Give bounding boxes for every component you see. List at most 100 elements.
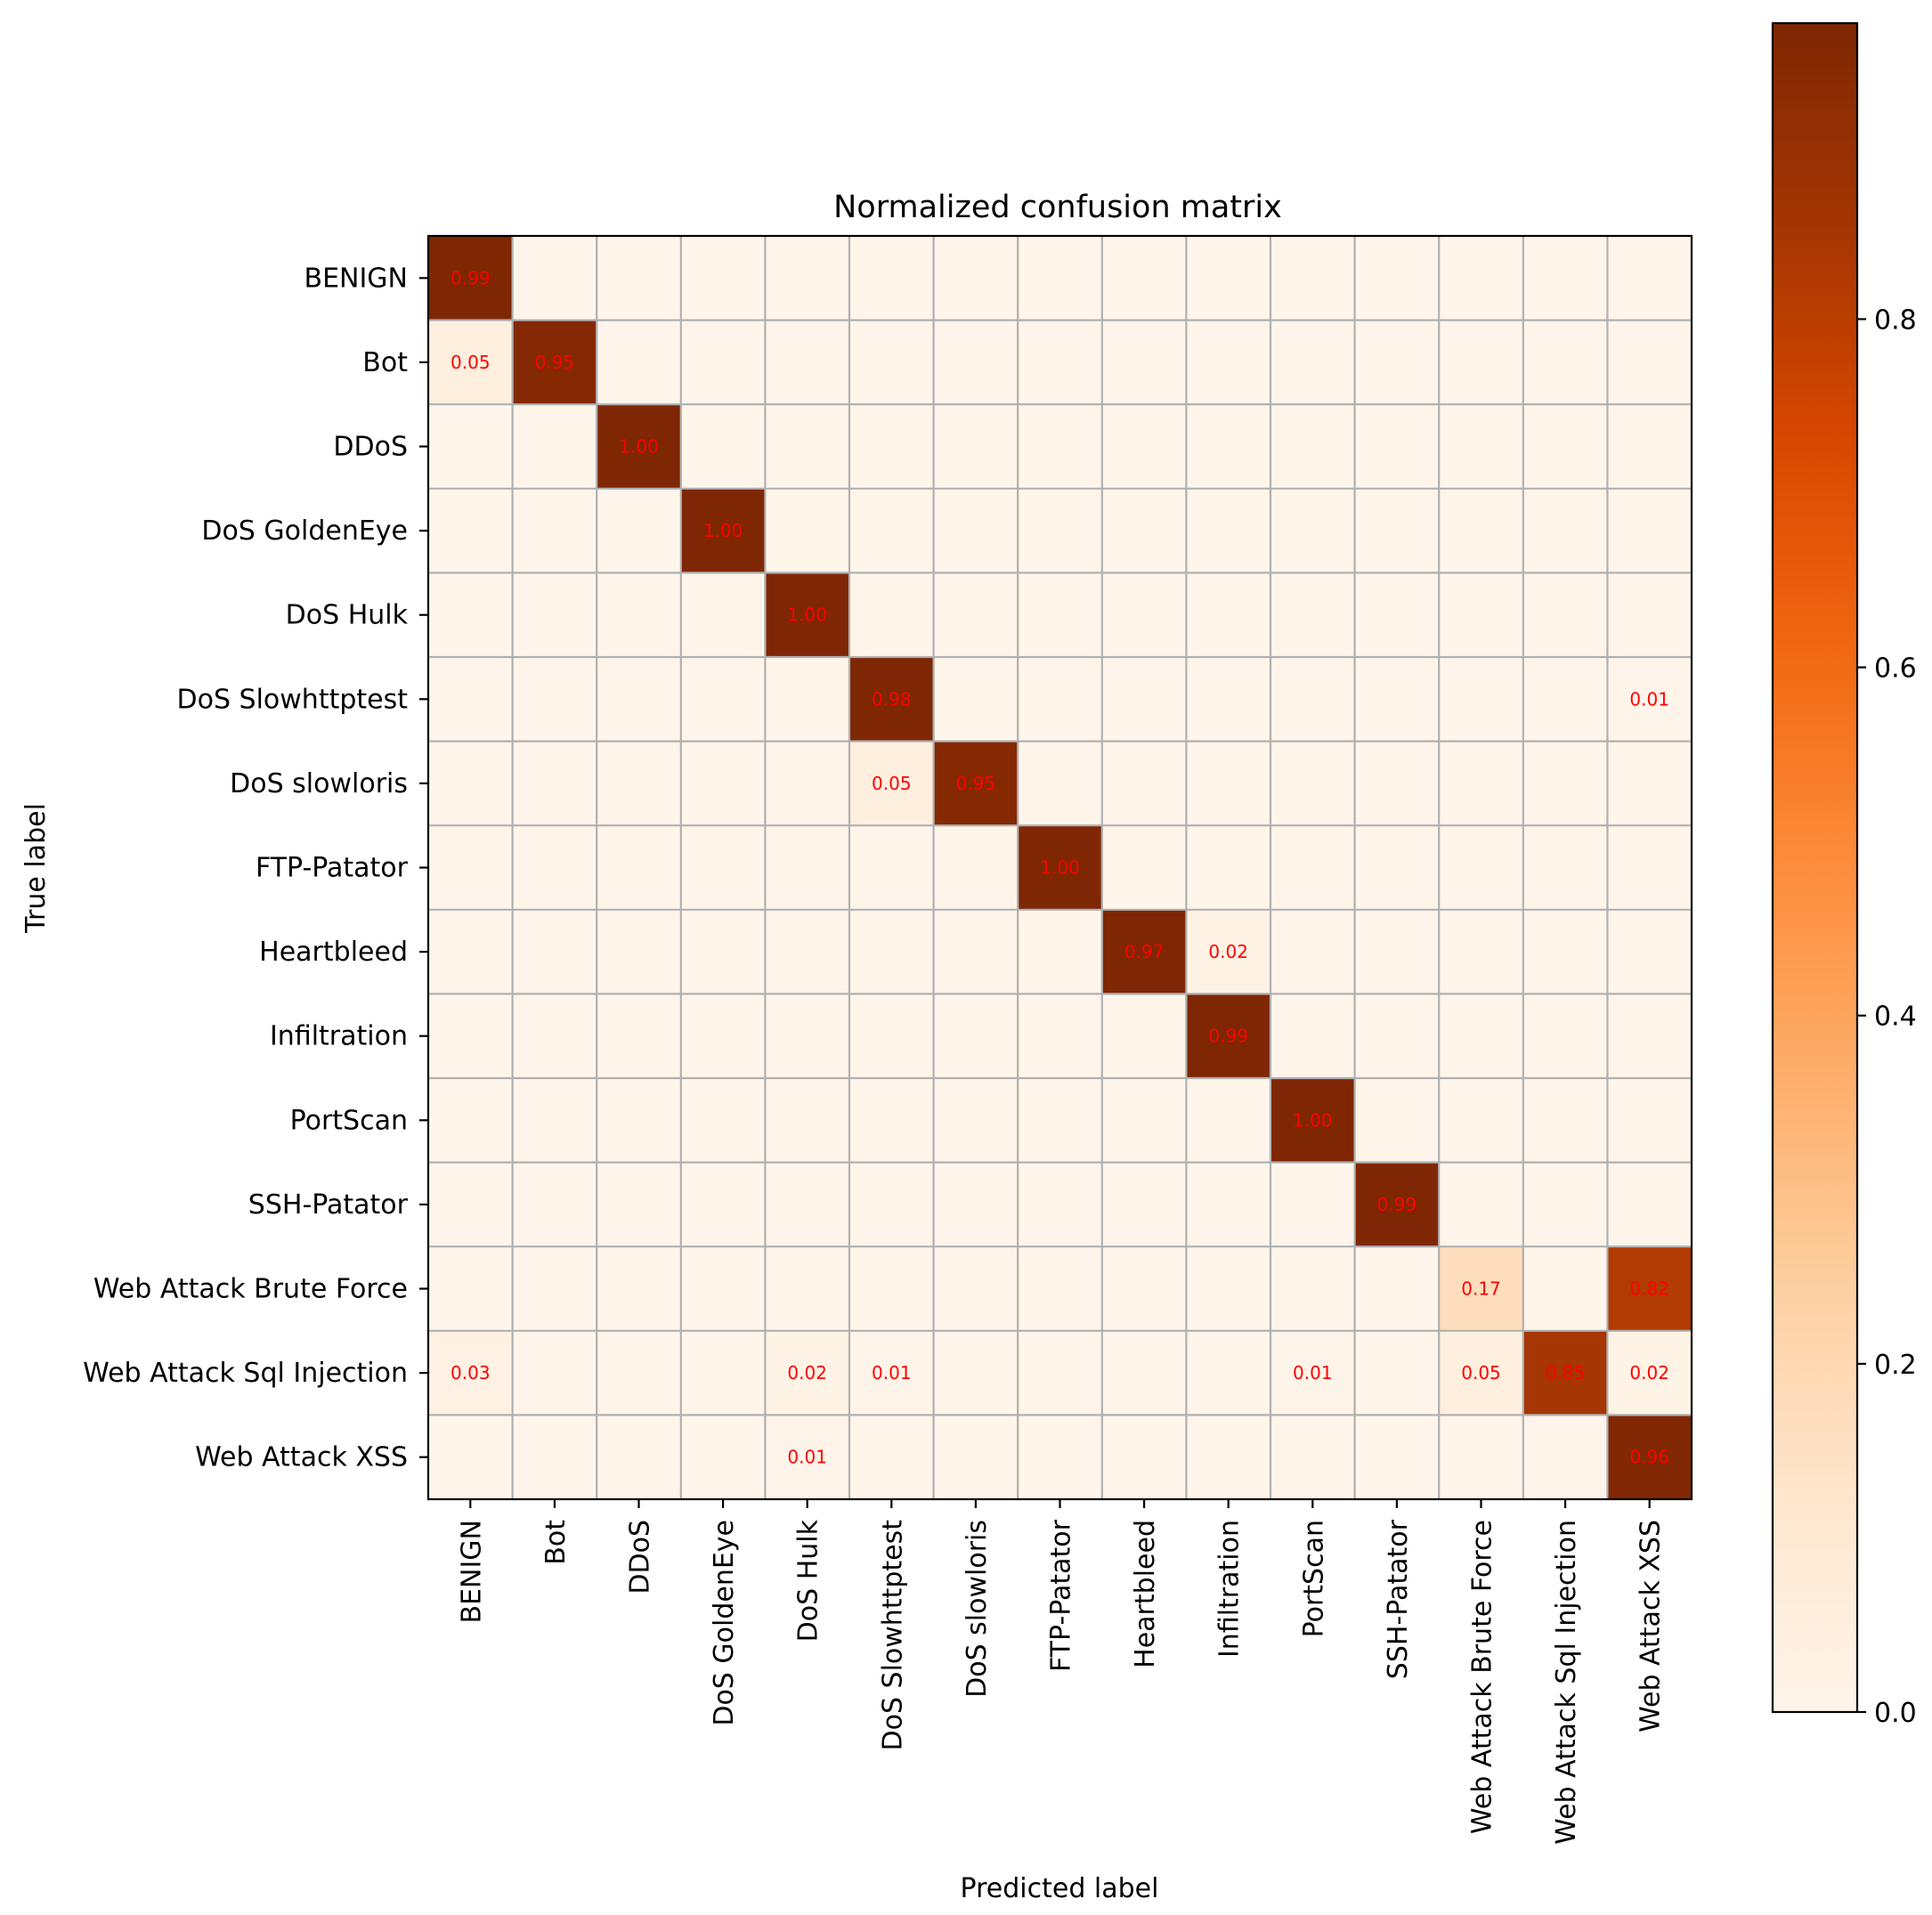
x-tick-label: Bot [540, 1520, 572, 1565]
heatmap-cell [1101, 994, 1187, 1079]
cell-value-label: 0.02 [1629, 1362, 1669, 1384]
heatmap-cell [512, 1415, 597, 1500]
heatmap-cell [1018, 1162, 1103, 1247]
heatmap-cell [1522, 404, 1608, 490]
heatmap-cell [1018, 1078, 1103, 1164]
colorbar-tick-label: 0.4 [1874, 1002, 1917, 1033]
heatmap-cell [849, 1162, 935, 1247]
heatmap-cell [428, 825, 514, 911]
heatmap-cell [933, 825, 1019, 911]
heatmap-cell [428, 236, 514, 321]
cell-value-label: 1.00 [619, 436, 659, 458]
heatmap-cell [1018, 404, 1103, 490]
cell-value-label: 1.00 [1040, 857, 1080, 879]
heatmap-cell [1522, 1246, 1608, 1332]
heatmap-cell [1607, 657, 1693, 742]
heatmap-cell [512, 825, 597, 911]
heatmap-cell [1186, 1246, 1271, 1332]
heatmap-cell [1354, 488, 1440, 573]
y-tick-label: Infiltration [270, 1021, 408, 1052]
heatmap-cell [933, 741, 1019, 826]
heatmap-cell [1439, 236, 1524, 321]
heatmap-cell [765, 1330, 850, 1416]
heatmap-cell [680, 1415, 766, 1500]
x-tick-label: DDoS [625, 1520, 656, 1594]
cell-value-label: 0.01 [787, 1447, 827, 1468]
heatmap-cell [1607, 488, 1693, 573]
y-tick-label: DDoS [333, 432, 408, 463]
heatmap-cell [680, 741, 766, 826]
heatmap-cell [428, 572, 514, 658]
heatmap-cell [1101, 320, 1187, 405]
colorbar-frame [1771, 21, 1859, 1714]
heatmap-cell [765, 994, 850, 1079]
heatmap-cell [765, 404, 850, 490]
heatmap-cell [512, 1162, 597, 1247]
heatmap-cell [512, 404, 597, 490]
heatmap-cell [597, 1415, 682, 1500]
heatmap-cell [680, 572, 766, 658]
cell-value-label: 0.99 [1377, 1194, 1417, 1215]
heatmap-cell [765, 825, 850, 911]
heatmap-cell [1270, 1330, 1356, 1416]
heatmap-cell [765, 320, 850, 405]
heatmap-cell [1186, 1330, 1271, 1416]
heatmap-cell [1607, 909, 1693, 994]
cell-value-label: 0.95 [535, 352, 575, 373]
heatmap-cell [849, 909, 935, 994]
chart-title: Normalized confusion matrix [833, 190, 1282, 225]
heatmap-cell [933, 320, 1019, 405]
heatmap-cell [1607, 404, 1693, 490]
heatmap-cell [1018, 657, 1103, 742]
cell-annotations: 0.99 0.05 0.95 1.00 1.00 1.00 0.98 0.01 0.05 0.95… [451, 267, 1669, 1467]
heatmap-cell [1101, 1415, 1187, 1500]
heatmap-cell [1186, 741, 1271, 826]
heatmap-cell [1354, 404, 1440, 490]
heatmap-cell [1522, 1330, 1608, 1416]
heatmap-cell [1018, 1415, 1103, 1500]
heatmap-cell [1018, 825, 1103, 911]
colorbar-tick-label: 0.6 [1874, 653, 1917, 685]
heatmap-cell [1522, 236, 1608, 321]
heatmap-cell [1270, 909, 1356, 994]
heatmap-cell [1354, 1330, 1440, 1416]
y-tick-label: Heartbleed [259, 937, 408, 968]
heatmap-cell [1607, 1246, 1693, 1332]
heatmap-cell [597, 320, 682, 405]
heatmap-cell [1522, 825, 1608, 911]
heatmap-cell [1101, 657, 1187, 742]
heatmap-cell [428, 1330, 514, 1416]
heatmap-cell [1101, 741, 1187, 826]
heatmap-cell [933, 1078, 1019, 1164]
heatmap-cell [597, 488, 682, 573]
heatmap-cell [1018, 1330, 1103, 1416]
heatmap-cell [1354, 909, 1440, 994]
heatmap-cell [1018, 320, 1103, 405]
heatmap-cell [680, 1078, 766, 1164]
heatmap-cell [1522, 488, 1608, 573]
heatmap-cell [428, 741, 514, 826]
heatmap-cell [1186, 236, 1271, 321]
heatmap-cell [849, 320, 935, 405]
heatmap-cell [1270, 1162, 1356, 1247]
x-tick-label: Web Attack Brute Force [1467, 1520, 1498, 1834]
heatmap-cell [1270, 657, 1356, 742]
heatmap-cell [1439, 741, 1524, 826]
heatmap-cell [597, 1078, 682, 1164]
heatmap-cell [680, 1246, 766, 1332]
heatmap-cell [1101, 572, 1187, 658]
x-tick-label: PortScan [1298, 1520, 1329, 1637]
x-axis-ticks: BENIGN Bot DDoS DoS GoldenEye DoS Hulk DoS Sl… [456, 1499, 1667, 1845]
heatmap-cell [680, 404, 766, 490]
cell-value-label: 0.01 [872, 1362, 912, 1384]
cell-value-label: 0.05 [872, 773, 912, 794]
heatmap-cell [1101, 825, 1187, 911]
y-tick-label: Web Attack Sql Injection [83, 1358, 408, 1389]
heatmap-cell [1354, 320, 1440, 405]
cell-value-label: 1.00 [1293, 1109, 1333, 1131]
heatmap-cell [1186, 994, 1271, 1079]
heatmap-cell [680, 1330, 766, 1416]
colorbar-tick-label: 0.2 [1874, 1350, 1917, 1381]
heatmap-cell [1101, 1162, 1187, 1247]
